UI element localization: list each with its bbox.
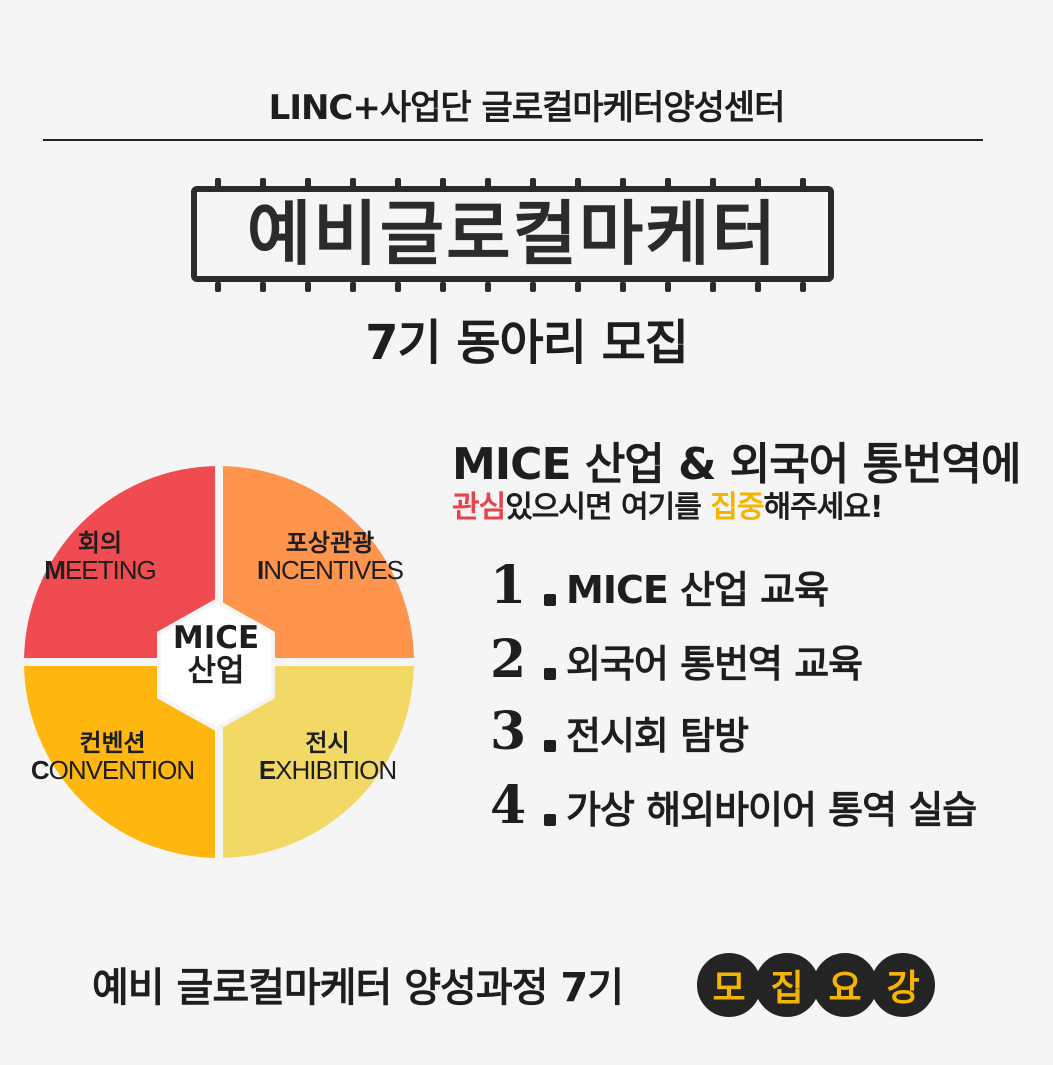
intro-headline: MICE 산업 & 외국어 통번역에 [452, 439, 1021, 490]
center-label: MICE 산업 [150, 622, 282, 687]
list-text: 가상 해외바이어 통역 실습 [566, 788, 977, 833]
badge-char: 강 [871, 953, 935, 1017]
quadrant-convention [24, 662, 219, 858]
center-hexagon [157, 599, 275, 731]
label-convention-ko: 컨벤션 [79, 729, 146, 757]
frame-peg [710, 178, 716, 188]
bullet-dot [544, 594, 556, 606]
bullet-dot [544, 740, 556, 752]
quadrant-meeting [24, 466, 219, 662]
frame-peg [665, 178, 671, 188]
frame-peg [395, 178, 401, 188]
center-label-line1: MICE [172, 620, 260, 656]
label-meeting: 회의 MEETING [30, 530, 170, 585]
label-incentives-ko: 포상관광 [285, 529, 375, 557]
frame-peg [620, 178, 626, 188]
frame-peg [350, 282, 356, 292]
label-incentives-en: INCENTIVES [256, 555, 404, 586]
frame-peg [755, 282, 761, 292]
recruit-guide-badge: 모 집 요 강 [697, 953, 935, 1017]
quadrant-incentives [219, 466, 414, 662]
label-meeting-en: MEETING [44, 555, 156, 586]
quadrant-exhibition [219, 662, 414, 858]
frame-peg [485, 178, 491, 188]
frame-peg [575, 178, 581, 188]
frame-peg [575, 282, 581, 292]
frame-peg [800, 178, 806, 188]
label-exhibition: 전시 EXHIBITION [245, 730, 410, 785]
label-convention-en: CONVENTION [30, 755, 195, 786]
title-frame: 예비글로컬마케터 [191, 186, 834, 282]
badge-char: 모 [697, 953, 761, 1017]
frame-peg [530, 178, 536, 188]
list-text: MICE 산업 교육 [566, 568, 829, 613]
badge-char: 요 [813, 953, 877, 1017]
list-item: 4 가상 해외바이어 통역 실습 [490, 772, 977, 836]
frame-peg [305, 178, 311, 188]
list-number: 3 [490, 701, 527, 762]
label-exhibition-en: EXHIBITION [258, 755, 397, 786]
center-label-line2: 산업 [187, 652, 245, 689]
list-item: 1 MICE 산업 교육 [490, 552, 829, 616]
frame-peg [485, 282, 491, 292]
frame-peg [620, 282, 626, 292]
frame-peg [215, 282, 221, 292]
bullet-dot [544, 668, 556, 680]
recruit-subtitle: 7기 동아리 모집 [365, 315, 689, 371]
list-number: 1 [490, 555, 527, 616]
frame-peg [305, 282, 311, 292]
frame-peg [440, 178, 446, 188]
list-item: 3 전시회 탐방 [490, 698, 749, 762]
mice-pie [24, 466, 414, 858]
label-exhibition-ko: 전시 [305, 729, 350, 757]
frame-peg [215, 178, 221, 188]
badge-char: 집 [755, 953, 819, 1017]
frame-peg [395, 282, 401, 292]
main-title: 예비글로컬마케터 [246, 193, 779, 275]
org-title: LINC+사업단 글로컬마케터양성센터 [268, 88, 786, 128]
intro-subline: 관심있으시면 여기를 집중해주세요! [452, 490, 884, 525]
label-incentives: 포상관광 INCENTIVES [245, 530, 415, 585]
label-convention: 컨벤션 CONVENTION [20, 730, 205, 785]
frame-peg [665, 282, 671, 292]
footer-text: 예비 글로컬마케터 양성과정 7기 [92, 965, 624, 1011]
frame-peg [800, 282, 806, 292]
label-meeting-ko: 회의 [77, 529, 123, 557]
frame-peg [440, 282, 446, 292]
frame-peg [260, 178, 266, 188]
list-item: 2 외국어 통번역 교육 [490, 626, 863, 690]
frame-peg [530, 282, 536, 292]
frame-peg [350, 178, 356, 188]
frame-peg [710, 282, 716, 292]
header-divider [43, 139, 983, 141]
frame-peg [755, 178, 761, 188]
bullet-dot [544, 814, 556, 826]
frame-peg [260, 282, 266, 292]
list-text: 외국어 통번역 교육 [566, 642, 863, 687]
list-text: 전시회 탐방 [566, 714, 749, 759]
list-number: 2 [490, 629, 527, 690]
list-number: 4 [490, 775, 527, 836]
